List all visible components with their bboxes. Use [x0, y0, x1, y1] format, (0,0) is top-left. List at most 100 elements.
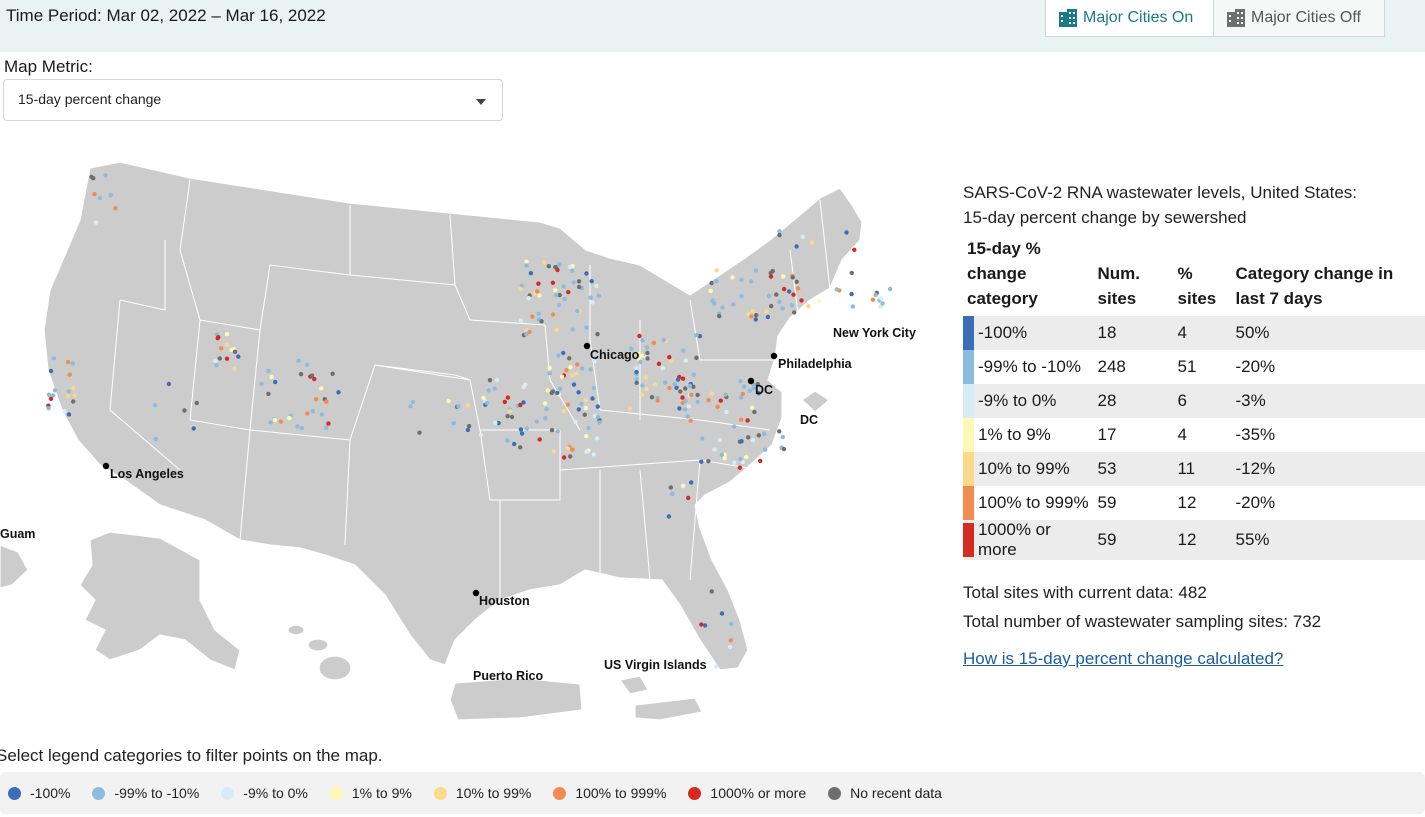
major-cities-on-button[interactable]: Major Cities On — [1046, 0, 1214, 36]
site-point[interactable] — [597, 420, 602, 425]
site-point[interactable] — [324, 425, 329, 430]
site-point[interactable] — [524, 263, 529, 268]
site-point[interactable] — [287, 415, 292, 421]
site-point[interactable] — [544, 406, 549, 412]
site-point[interactable] — [451, 421, 456, 426]
site-point[interactable] — [596, 293, 601, 298]
site-point[interactable] — [732, 424, 737, 429]
site-point[interactable] — [714, 664, 719, 669]
site-point[interactable] — [595, 404, 600, 409]
site-point[interactable] — [638, 359, 643, 365]
site-point[interactable] — [574, 371, 579, 376]
site-point[interactable] — [732, 460, 737, 466]
site-point[interactable] — [524, 426, 529, 431]
site-point[interactable] — [674, 385, 679, 390]
site-point[interactable] — [555, 429, 560, 434]
site-point[interactable] — [66, 389, 71, 394]
site-point[interactable] — [591, 385, 597, 391]
site-point[interactable] — [677, 406, 682, 411]
site-point[interactable] — [594, 283, 599, 289]
site-point[interactable] — [336, 390, 341, 395]
site-point[interactable] — [741, 384, 747, 389]
site-point[interactable] — [834, 287, 839, 292]
site-point[interactable] — [582, 412, 587, 417]
site-point[interactable] — [780, 306, 785, 311]
site-point[interactable] — [456, 404, 461, 409]
site-point[interactable] — [466, 423, 472, 429]
site-point[interactable] — [637, 333, 642, 339]
site-point[interactable] — [92, 191, 97, 197]
site-point[interactable] — [588, 295, 593, 300]
site-point[interactable] — [714, 278, 719, 284]
site-point[interactable] — [505, 414, 510, 419]
site-point[interactable] — [870, 297, 876, 302]
site-point[interactable] — [298, 371, 304, 377]
site-point[interactable] — [746, 311, 751, 317]
site-point[interactable] — [152, 403, 158, 408]
site-point[interactable] — [675, 377, 681, 382]
site-point[interactable] — [417, 430, 422, 435]
site-point[interactable] — [727, 644, 733, 650]
site-point[interactable] — [739, 293, 744, 299]
site-point[interactable] — [594, 436, 600, 441]
legend-item[interactable]: 100% to 999% — [553, 785, 666, 801]
site-point[interactable] — [777, 429, 782, 434]
site-point[interactable] — [551, 449, 556, 454]
site-point[interactable] — [712, 447, 717, 452]
site-point[interactable] — [656, 361, 662, 366]
site-point[interactable] — [567, 356, 572, 361]
site-point[interactable] — [739, 277, 744, 282]
site-point[interactable] — [214, 363, 219, 368]
site-point[interactable] — [765, 314, 771, 320]
site-point[interactable] — [794, 279, 799, 284]
site-point[interactable] — [781, 446, 787, 452]
site-point[interactable] — [62, 408, 67, 414]
site-point[interactable] — [852, 247, 857, 252]
site-point[interactable] — [753, 317, 758, 322]
site-point[interactable] — [746, 435, 751, 440]
site-point[interactable] — [410, 399, 416, 405]
site-point[interactable] — [669, 358, 674, 364]
site-point[interactable] — [547, 371, 552, 376]
site-point[interactable] — [194, 400, 199, 406]
site-point[interactable] — [570, 327, 575, 332]
site-point[interactable] — [268, 420, 273, 425]
site-point[interactable] — [67, 372, 72, 377]
site-point[interactable] — [790, 275, 795, 280]
site-point[interactable] — [528, 271, 534, 276]
site-point[interactable] — [576, 284, 582, 290]
site-point[interactable] — [518, 445, 523, 450]
legend-item[interactable]: -99% to -10% — [92, 785, 199, 801]
site-point[interactable] — [478, 432, 484, 438]
site-point[interactable] — [799, 298, 804, 303]
site-point[interactable] — [549, 427, 555, 433]
us-wastewater-map[interactable]: Chicago Philadelphia DC New York City DC… — [0, 150, 940, 730]
site-point[interactable] — [774, 292, 779, 297]
site-point[interactable] — [583, 398, 588, 403]
site-point[interactable] — [590, 300, 595, 305]
site-point[interactable] — [556, 262, 562, 268]
calculation-info-link[interactable]: How is 15-day percent change calculated? — [963, 649, 1284, 668]
site-point[interactable] — [662, 380, 668, 385]
site-point[interactable] — [554, 327, 559, 332]
site-point[interactable] — [568, 365, 573, 370]
site-point[interactable] — [750, 308, 756, 314]
site-point[interactable] — [52, 388, 58, 393]
legend-item[interactable]: -100% — [8, 785, 70, 801]
site-point[interactable] — [564, 368, 569, 373]
site-point[interactable] — [652, 382, 657, 387]
site-point[interactable] — [740, 391, 746, 397]
site-point[interactable] — [712, 301, 717, 306]
site-point[interactable] — [738, 456, 743, 462]
site-point[interactable] — [586, 425, 591, 431]
site-point[interactable] — [695, 392, 700, 398]
site-point[interactable] — [766, 293, 772, 299]
site-point[interactable] — [505, 438, 510, 443]
site-point[interactable] — [524, 259, 529, 264]
site-point[interactable] — [737, 465, 743, 470]
site-point[interactable] — [576, 390, 581, 395]
site-point[interactable] — [655, 398, 660, 403]
site-point[interactable] — [487, 378, 493, 383]
site-point[interactable] — [634, 369, 639, 375]
site-point[interactable] — [496, 420, 501, 426]
